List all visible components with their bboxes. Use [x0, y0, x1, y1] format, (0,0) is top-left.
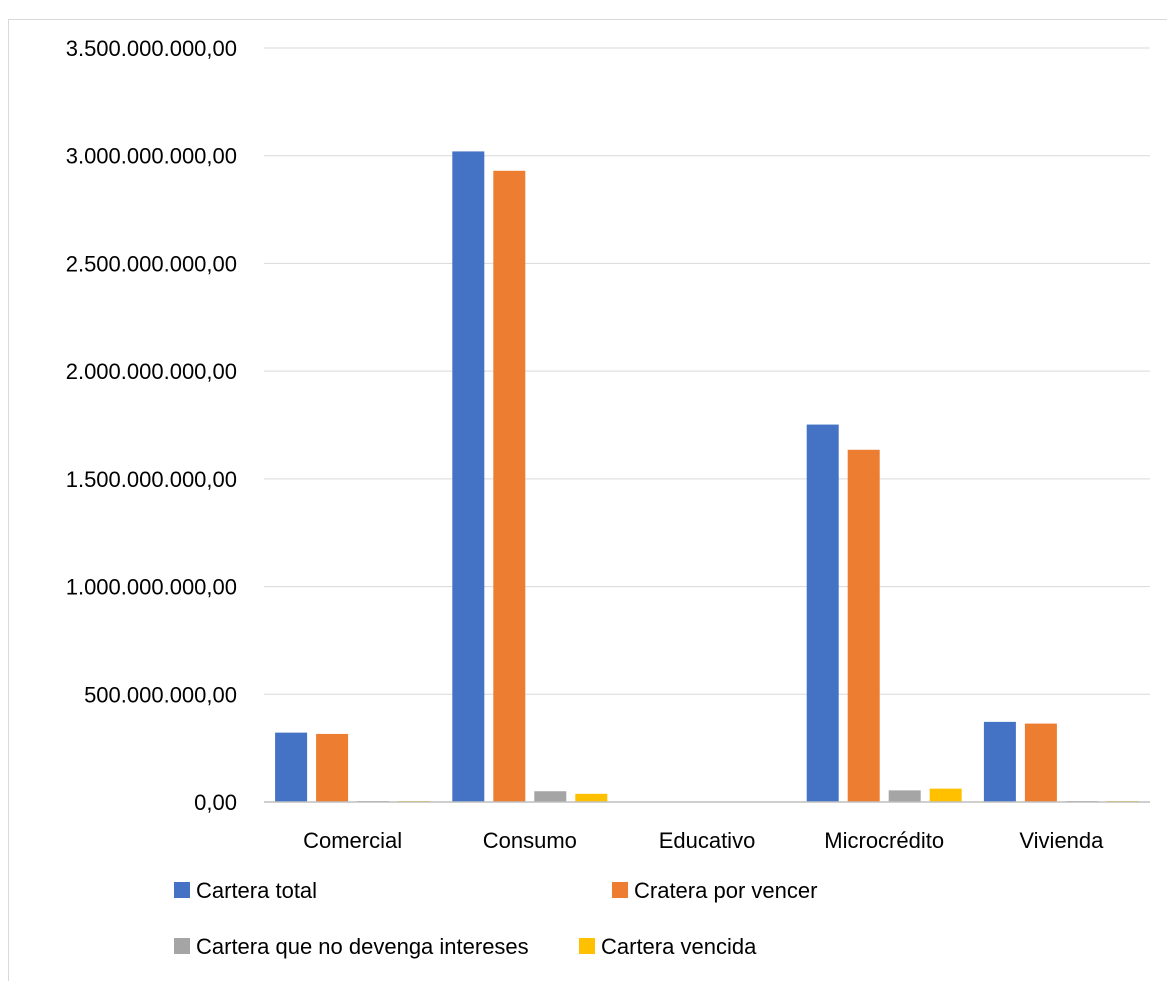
- legend-swatch: [579, 938, 595, 954]
- y-tick-label: 2.500.000.000,00: [66, 251, 237, 276]
- legend-label: Cartera vencida: [601, 934, 757, 959]
- y-tick-label: 3.000.000.000,00: [66, 144, 237, 169]
- legend-swatch: [174, 882, 190, 898]
- y-tick-label: 3.500.000.000,00: [66, 36, 237, 61]
- bar: [575, 793, 608, 802]
- legend: Cartera total Cratera por vencer Cartera q…: [174, 878, 817, 959]
- bar: [929, 788, 962, 802]
- bar: [316, 733, 349, 802]
- legend-label: Cartera total: [196, 878, 317, 903]
- bar: [806, 424, 839, 802]
- x-category-label: Vivienda: [1019, 828, 1104, 853]
- x-category-label: Consumo: [483, 828, 577, 853]
- bar: [534, 791, 567, 802]
- y-tick-label: 500.000.000,00: [84, 682, 237, 707]
- y-tick-label: 1.500.000.000,00: [66, 467, 237, 492]
- y-tick-label: 1.000.000.000,00: [66, 575, 237, 600]
- x-axis-category-labels: Comercial Consumo Educativo Microcrédito Viv…: [303, 828, 1104, 853]
- bars: [275, 151, 1139, 803]
- x-category-label: Microcrédito: [824, 828, 944, 853]
- bar: [452, 151, 485, 803]
- gridlines: [264, 47, 1150, 695]
- legend-swatch: [174, 938, 190, 954]
- bar: [275, 732, 308, 802]
- legend-label: Cartera que no devenga intereses: [196, 934, 529, 959]
- y-axis-tick-labels: 0,00 500.000.000,00 1.000.000.000,00 1.500.…: [66, 36, 237, 815]
- bar: [847, 449, 880, 802]
- x-category-label: Educativo: [659, 828, 756, 853]
- bar: [983, 721, 1016, 802]
- legend-swatch: [612, 882, 628, 898]
- x-category-label: Comercial: [303, 828, 402, 853]
- legend-label: Cratera por vencer: [634, 878, 817, 903]
- bar: [493, 170, 526, 802]
- y-tick-label: 0,00: [194, 790, 237, 815]
- bar: [1024, 723, 1057, 802]
- bar: [888, 790, 921, 802]
- y-tick-label: 2.000.000.000,00: [66, 359, 237, 384]
